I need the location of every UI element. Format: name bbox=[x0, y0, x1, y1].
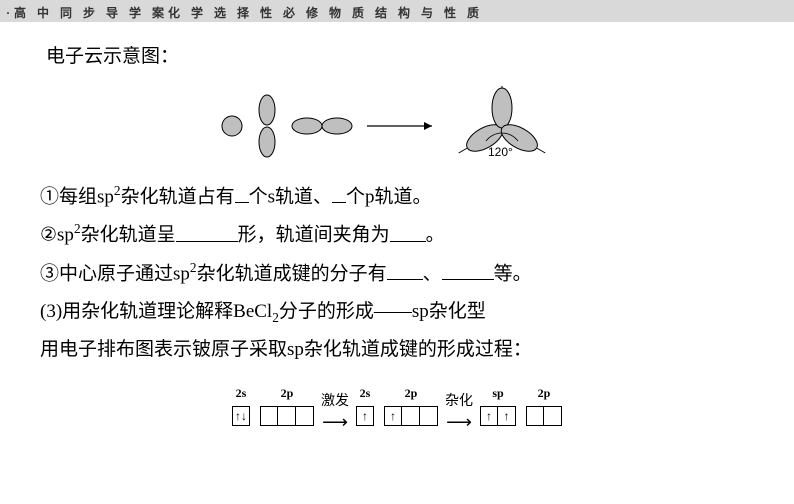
arrow-icon: ⟶ bbox=[322, 418, 348, 426]
t: ②sp bbox=[40, 225, 74, 246]
t: 分子的形成——sp杂化型 bbox=[279, 301, 486, 322]
t: 、 bbox=[423, 263, 442, 284]
orbital-box bbox=[420, 406, 438, 426]
label-2s: 2s bbox=[232, 381, 250, 405]
t: 个p轨道。 bbox=[346, 186, 432, 207]
hybridization-svg: 120° bbox=[207, 86, 587, 166]
excited-state: 2s 2p ↑ ↑ bbox=[356, 381, 438, 426]
hybridized-state: sp 2p ↑ ↑ bbox=[480, 381, 562, 426]
sup: 2 bbox=[74, 221, 81, 236]
blank bbox=[332, 186, 346, 203]
t: (3)用杂化轨道理论解释BeCl bbox=[40, 301, 272, 322]
line-3: ③中心原子通过sp2杂化轨道成键的分子有 、 等。 bbox=[40, 255, 754, 293]
orbital-box bbox=[544, 406, 562, 426]
diagram-title: 电子云示意图： bbox=[46, 38, 754, 76]
sub: 2 bbox=[272, 310, 279, 325]
orbital-box bbox=[402, 406, 420, 426]
ground-state: 2s 2p ↑↓ bbox=[232, 381, 314, 426]
orbital-box bbox=[526, 406, 544, 426]
arrow-icon: ⟶ bbox=[446, 418, 472, 426]
t: 杂化轨道呈 bbox=[81, 225, 176, 246]
orbital-box: ↑ bbox=[384, 406, 402, 426]
label-sp: sp bbox=[480, 381, 516, 405]
blank bbox=[387, 263, 423, 280]
t: ③中心原子通过sp bbox=[40, 263, 190, 284]
line-2: ②sp2杂化轨道呈 形，轨道间夹角为 。 bbox=[40, 216, 754, 254]
orbital-config-diagram: 2s 2p ↑↓ 激发 ⟶ 2s 2p ↑ bbox=[40, 381, 754, 426]
sup: 2 bbox=[114, 183, 121, 198]
label-2s: 2s bbox=[356, 381, 374, 405]
hybrid-arrow: 杂化 ⟶ bbox=[445, 388, 473, 426]
label-2p: 2p bbox=[260, 381, 314, 405]
line-4: (3)用杂化轨道理论解释BeCl2分子的形成——sp杂化型 bbox=[40, 293, 754, 331]
orbital-box bbox=[296, 406, 314, 426]
line-1: ①每组sp2杂化轨道占有个s轨道、个p轨道。 bbox=[40, 178, 754, 216]
electron-cloud-diagram: 120° bbox=[40, 82, 754, 170]
t: 形，轨道间夹角为 bbox=[238, 225, 390, 246]
sup: 2 bbox=[190, 260, 197, 275]
t: 杂化轨道成键的分子有 bbox=[197, 263, 387, 284]
t: 等。 bbox=[494, 263, 532, 284]
label-2p: 2p bbox=[384, 381, 438, 405]
t: 杂化轨道占有 bbox=[121, 186, 235, 207]
orbital-box: ↑ bbox=[498, 406, 516, 426]
t: 个s轨道、 bbox=[249, 186, 332, 207]
t: ①每组sp bbox=[40, 186, 114, 207]
blank bbox=[235, 186, 249, 203]
orbital-box: ↑ bbox=[356, 406, 374, 426]
orbital-box bbox=[278, 406, 296, 426]
blank bbox=[442, 263, 494, 280]
line-5: 用电子排布图表示铍原子采取sp杂化轨道成键的形成过程： bbox=[40, 331, 754, 369]
t: 。 bbox=[426, 225, 445, 246]
blank bbox=[176, 225, 238, 242]
label-2p: 2p bbox=[526, 381, 562, 405]
orbital-box: ↑ bbox=[480, 406, 498, 426]
orbital-box: ↑↓ bbox=[232, 406, 250, 426]
angle-label: 120° bbox=[488, 145, 513, 159]
orbital-box bbox=[260, 406, 278, 426]
page-header: ·高 中 同 步 导 学 案化 学 选 择 性 必 修 物 质 结 构 与 性 … bbox=[0, 0, 794, 22]
blank bbox=[390, 225, 426, 242]
excite-arrow: 激发 ⟶ bbox=[321, 388, 349, 426]
page-content: 电子云示意图： bbox=[0, 22, 794, 426]
